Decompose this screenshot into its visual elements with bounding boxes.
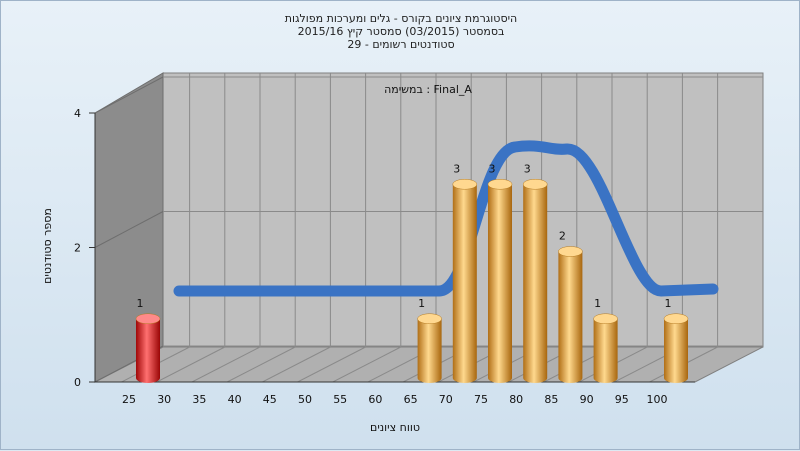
y-tick-label: 2 bbox=[74, 242, 81, 255]
x-tick-label: 60 bbox=[368, 393, 382, 406]
bar bbox=[558, 251, 583, 383]
bar-top bbox=[487, 179, 513, 190]
data-label: 1 bbox=[137, 297, 144, 310]
y-tick-label: 0 bbox=[74, 376, 81, 389]
floor-gridline bbox=[262, 346, 331, 383]
x-tick-label: 85 bbox=[544, 393, 558, 406]
bar-top bbox=[417, 313, 442, 324]
y-axis-label: מספר סטודנטים bbox=[41, 208, 54, 284]
side-gridline bbox=[94, 76, 164, 114]
chart-title-line-1: היסטוגרמת ציונים בקורס - גלים ומערכות מפ… bbox=[284, 12, 518, 25]
side-gridline bbox=[94, 211, 164, 248]
bar bbox=[136, 318, 160, 383]
bar-top bbox=[452, 179, 478, 190]
floor-gridline bbox=[191, 346, 261, 383]
bar-top bbox=[558, 246, 583, 257]
data-label: 3 bbox=[524, 162, 531, 175]
data-label: 1 bbox=[594, 297, 601, 310]
data-label: 3 bbox=[489, 162, 496, 175]
data-label: 3 bbox=[453, 162, 460, 175]
x-tick-label: 70 bbox=[439, 393, 453, 406]
bar bbox=[488, 184, 512, 383]
bar bbox=[417, 318, 442, 383]
bar-top bbox=[522, 179, 548, 190]
x-tick-label: 80 bbox=[509, 393, 523, 406]
x-tick-label: 30 bbox=[157, 393, 171, 406]
y-tick-label: 4 bbox=[74, 107, 81, 120]
x-tick-label: 50 bbox=[298, 393, 312, 406]
x-axis: 25 30 35 40 45 50 55 60 65 70 75 80 85 90 95 100 bbox=[95, 381, 695, 406]
floor-gridline bbox=[297, 346, 366, 383]
data-label: 1 bbox=[418, 297, 425, 310]
x-tick-label: 100 bbox=[647, 393, 668, 406]
floor-gridline bbox=[156, 346, 226, 383]
x-tick-label: 95 bbox=[615, 393, 629, 406]
data-label: 1 bbox=[665, 297, 672, 310]
bar bbox=[452, 184, 477, 383]
x-tick-label: 40 bbox=[228, 393, 242, 406]
x-tick-label: 75 bbox=[474, 393, 488, 406]
x-tick-label: 65 bbox=[404, 393, 418, 406]
x-tick-label: 25 bbox=[122, 393, 136, 406]
x-tick-label: 45 bbox=[263, 393, 277, 406]
x-axis-label: טווח ציונים bbox=[370, 421, 420, 434]
x-tick-label: 90 bbox=[580, 393, 594, 406]
chart-gridlines bbox=[94, 73, 763, 383]
bar-top bbox=[663, 313, 689, 324]
floor-gridline bbox=[332, 346, 402, 383]
x-tick-label: 55 bbox=[333, 393, 347, 406]
y-axis: 0 2 4 bbox=[74, 107, 96, 389]
bar-top bbox=[593, 313, 618, 324]
chart-title-line-2: בסמסטר (03/2015) סמסטר קיץ 2015/16 bbox=[297, 25, 505, 38]
bar bbox=[664, 318, 688, 383]
chart-annotation: במשימה : Final_A bbox=[384, 83, 472, 96]
bar bbox=[593, 318, 618, 383]
chart-title-line-3: סטודנטים רשומים - 29 bbox=[347, 38, 455, 51]
x-tick-label: 35 bbox=[192, 393, 206, 406]
bar-series: 1 1 3 3 3 2 1 1 bbox=[135, 162, 689, 383]
data-label: 2 bbox=[559, 230, 566, 243]
bar bbox=[523, 184, 548, 383]
bar-top bbox=[135, 313, 161, 324]
floor-gridline bbox=[226, 346, 296, 383]
